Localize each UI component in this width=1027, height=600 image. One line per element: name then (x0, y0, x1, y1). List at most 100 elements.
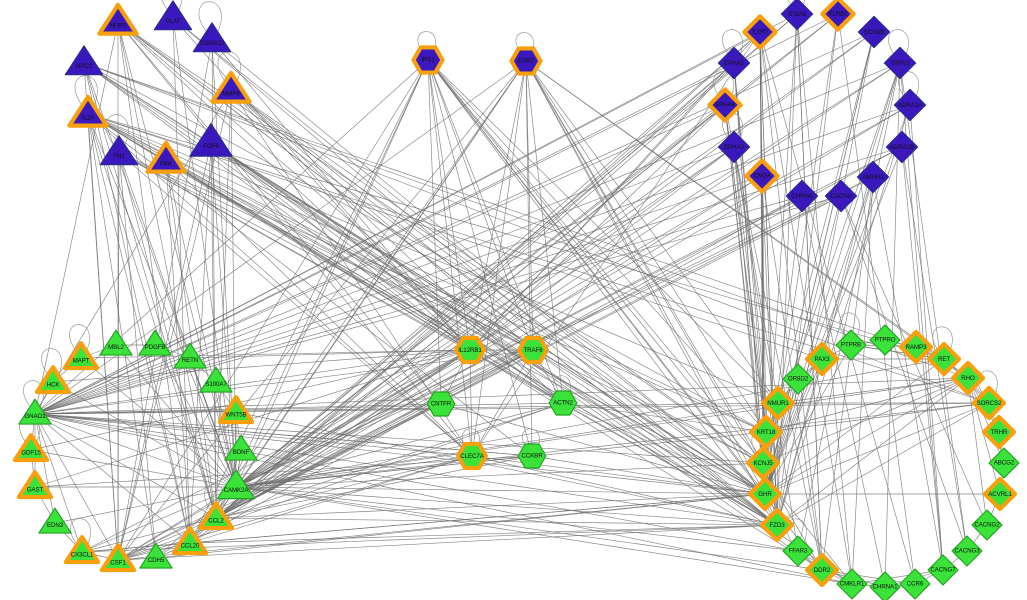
graph-node-gnao1[interactable]: GNAO1 (17, 396, 52, 431)
edge (235, 104, 911, 488)
diamond-shape-icon (869, 571, 901, 600)
edge (83, 62, 119, 561)
edge (765, 402, 990, 433)
edge (34, 413, 473, 457)
graph-node-clec7a[interactable]: CLEC7A (454, 438, 491, 475)
graph-node-traf6[interactable]: TRAF6 (515, 332, 552, 369)
graph-node-gast[interactable]: GAST (14, 466, 56, 508)
graph-node-trpv1[interactable]: TRPV1 (882, 45, 917, 80)
triangle-shape-icon (34, 365, 72, 395)
triangle-shape-icon (210, 70, 252, 104)
edge (796, 13, 823, 571)
edge (235, 349, 534, 488)
edge (469, 62, 735, 351)
graph-node-cnga[interactable]: CNGA (741, 155, 783, 197)
edge (189, 524, 778, 544)
edge (733, 62, 764, 464)
edge (469, 104, 726, 351)
hexagon-shape-icon (454, 335, 486, 365)
edge (235, 31, 875, 488)
triangle-shape-icon (192, 22, 232, 53)
diamond-shape-icon (744, 158, 780, 194)
graph-node-fgf6[interactable]: FGF6 (189, 121, 233, 164)
edge (235, 358, 945, 488)
graph-node-epha5[interactable]: EPHA5 (716, 45, 751, 80)
edge (30, 449, 237, 488)
graph-node-irs1[interactable]: IRS1 (409, 41, 447, 79)
edge (172, 17, 778, 526)
edge (115, 344, 237, 488)
graph-node-scn3b[interactable]: SCN3B (856, 14, 891, 49)
edge (87, 113, 191, 544)
triangle-shape-icon (18, 398, 52, 425)
graph-node-cacng[interactable]: CACNG (823, 178, 858, 213)
graph-node-plat[interactable]: PLAT (153, 0, 193, 38)
edge (235, 13, 839, 488)
edge (83, 62, 945, 360)
graph-node-klrb2[interactable]: KLRB2 (817, 0, 859, 35)
graph-node-actn2[interactable]: ACTN2 (548, 388, 578, 418)
graph-node-csf1[interactable]: CSF1 (97, 539, 139, 581)
diamond-shape-icon (759, 507, 795, 543)
graph-node-s100a12[interactable]: S100A12 (192, 20, 232, 59)
edge (118, 152, 534, 351)
graph-node-gdf15[interactable]: GDF15 (10, 429, 52, 471)
edge (764, 378, 799, 495)
edge (165, 159, 564, 404)
graph-node-itga8[interactable]: ITGA8 (779, 0, 814, 32)
edge (427, 59, 778, 526)
graph-node-cmklr1[interactable]: CMKLR1 (835, 567, 869, 600)
self-loop-edge (722, 29, 743, 58)
edge (230, 89, 534, 351)
triangle-shape-icon (199, 366, 233, 393)
graph-node-cntfr[interactable]: CNTFR (426, 389, 456, 419)
edge (764, 13, 798, 495)
diamond-shape-icon (982, 476, 1018, 512)
edge (427, 59, 471, 351)
graph-node-epha4[interactable]: EPHA4 (704, 84, 746, 126)
graph-node-mmp9[interactable]: MMP9 (208, 67, 254, 113)
triangle-shape-icon (173, 342, 207, 369)
graph-node-ccl20[interactable]: CCL20 (169, 522, 211, 564)
edge (34, 413, 853, 585)
graph-node-bdnf[interactable]: BDNF (223, 432, 258, 467)
graph-node-amhr2[interactable]: AMHR2 (855, 159, 890, 194)
edge (172, 17, 471, 351)
self-loop-edge (977, 370, 998, 398)
diamond-shape-icon (899, 568, 931, 600)
edge (34, 146, 903, 415)
graph-node-adra1a[interactable]: ADRA1A (892, 87, 927, 122)
edge (215, 31, 875, 519)
graph-node-esr2[interactable]: ESR2 (507, 42, 545, 80)
edge (215, 59, 429, 519)
edge (81, 542, 191, 553)
graph-node-chrna[interactable]: CHRNA (784, 178, 819, 213)
edge (759, 31, 853, 585)
edge (525, 60, 534, 351)
edge (34, 413, 83, 553)
edge (235, 411, 778, 526)
edge (235, 195, 803, 488)
edge (872, 176, 944, 571)
self-loop-edge (521, 428, 540, 451)
graph-node-frk[interactable]: FRK (143, 137, 189, 183)
graph-node-cckbr[interactable]: CCKBR (517, 441, 547, 471)
graph-node-mbl2[interactable]: MBL2 (98, 327, 133, 362)
graph-node-fn1[interactable]: FN1 (99, 133, 139, 172)
graph-node-il12rb1[interactable]: IL12RB1 (452, 332, 489, 369)
edge (901, 146, 968, 552)
edge (764, 358, 823, 495)
graph-node-pdgfb[interactable]: PDGFB (137, 327, 172, 362)
graph-node-npc2[interactable]: NPC2 (64, 43, 104, 82)
graph-node-ccr6[interactable]: CCR6 (898, 567, 932, 600)
graph-node-wnt5b[interactable]: WNT5B (215, 391, 257, 433)
graph-node-nfip2[interactable]: NFIP2 (95, 0, 141, 45)
edge (471, 349, 534, 457)
self-loop-edge (70, 518, 91, 547)
diamond-shape-icon (883, 46, 917, 80)
self-loop-edge (74, 75, 98, 109)
triangle-shape-icon (171, 526, 209, 556)
edge (764, 62, 901, 495)
graph-node-il20[interactable]: IL20 (65, 91, 111, 137)
